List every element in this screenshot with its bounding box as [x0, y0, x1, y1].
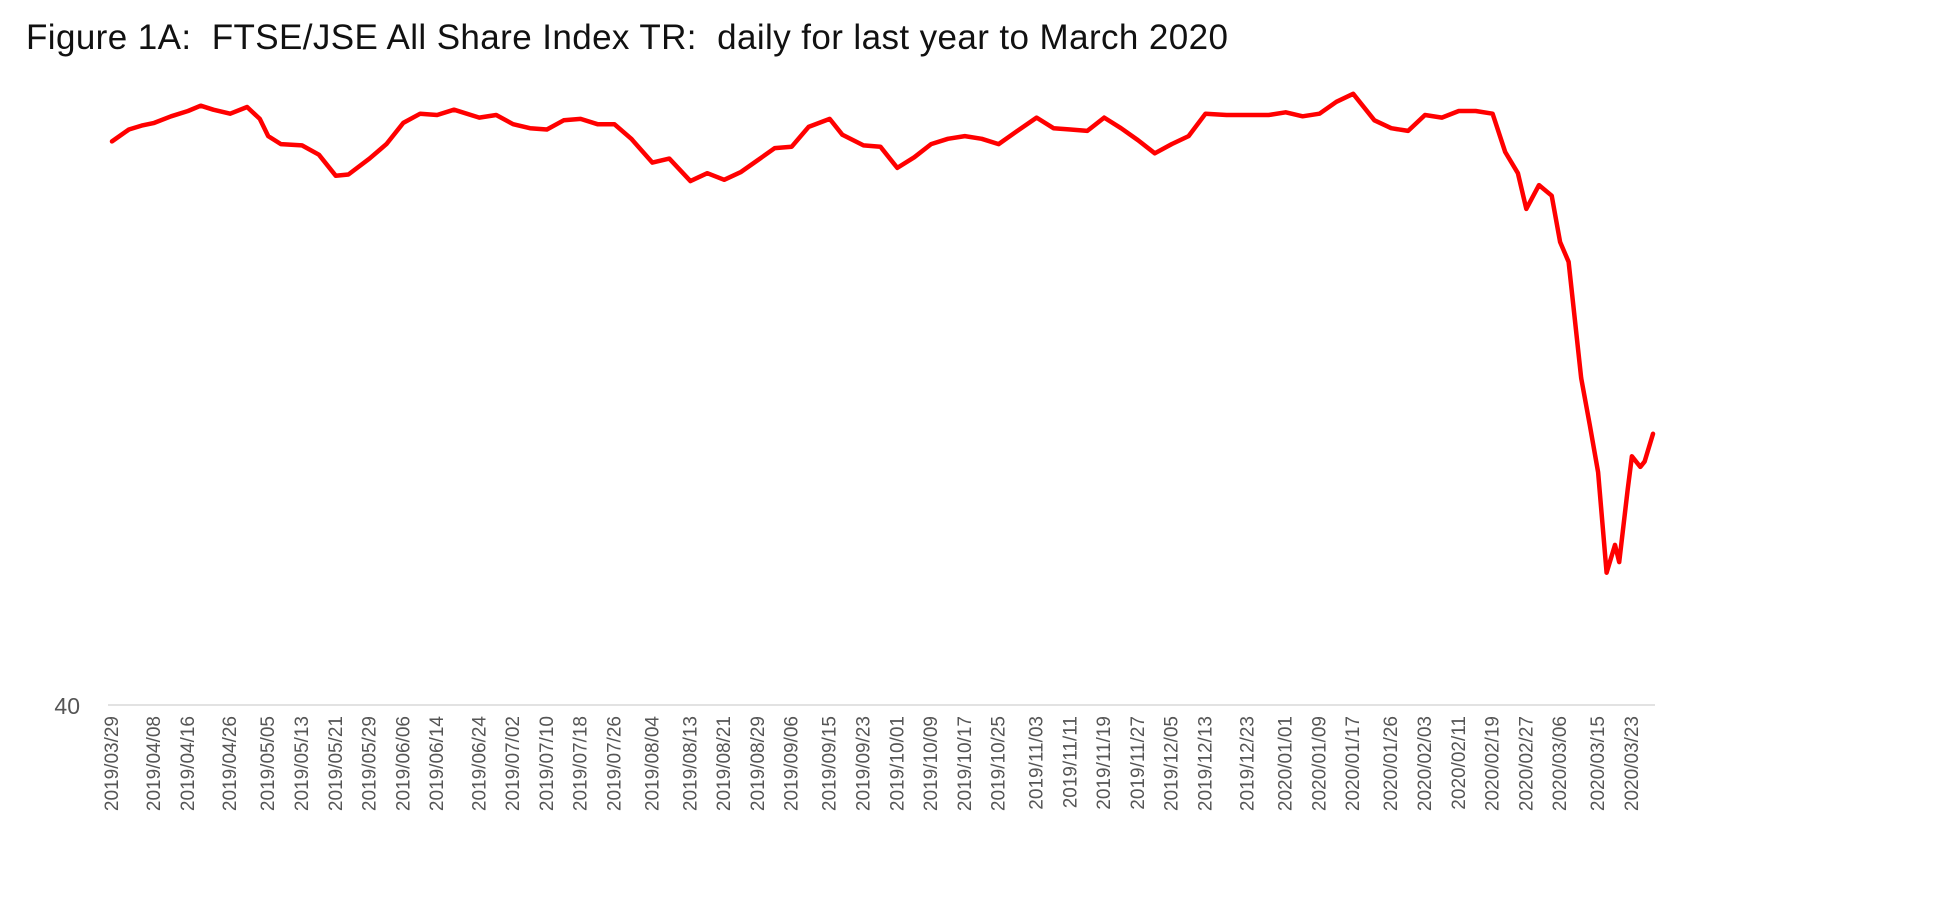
x-tick-label: 2019/05/29 — [360, 716, 381, 811]
x-tick-label: 2019/11/03 — [1027, 716, 1048, 810]
x-tick-label: 2019/10/01 — [887, 716, 908, 811]
x-tick-label: 2019/04/16 — [178, 716, 199, 811]
series-line — [109, 91, 1656, 575]
x-tick-label: 2019/10/17 — [955, 716, 976, 811]
x-tick-label: 2020/03/23 — [1622, 716, 1643, 811]
x-tick-label: 2019/11/19 — [1094, 716, 1115, 810]
x-tick-label: 2019/10/09 — [921, 716, 942, 811]
x-tick-label: 2019/07/18 — [571, 716, 592, 811]
x-tick-label: 2019/04/26 — [220, 716, 241, 811]
x-tick-label: 2019/08/13 — [680, 716, 701, 811]
x-tick-label: 2020/01/17 — [1343, 716, 1364, 811]
x-tick-label: 2019/07/02 — [503, 716, 524, 811]
x-tick-label: 2019/06/14 — [427, 716, 448, 812]
x-tick-label: 2019/05/05 — [258, 716, 279, 811]
x-tick-label: 2019/08/29 — [748, 716, 769, 811]
x-tick-label: 2020/02/11 — [1449, 716, 1470, 810]
x-tick-label: 2019/12/05 — [1162, 716, 1183, 811]
x-tick-label: 2020/01/26 — [1381, 716, 1402, 811]
x-tick-label: 2019/05/13 — [292, 716, 313, 811]
x-tick-label: 2020/02/03 — [1415, 716, 1436, 811]
x-tick-label: 2019/11/11 — [1060, 716, 1081, 808]
x-tick-label: 2019/10/25 — [989, 716, 1010, 811]
plot-area — [109, 91, 1656, 575]
x-tick-label: 2019/12/23 — [1238, 716, 1259, 811]
x-tick-labels: 2019/03/29 2019/04/08 2019/04/16 2019/04/26… — [102, 716, 1643, 812]
x-tick-label: 2020/03/06 — [1550, 716, 1571, 811]
x-tick-label: 2019/11/27 — [1128, 716, 1149, 810]
x-tick-label: 2019/09/15 — [820, 716, 841, 811]
x-tick-label: 2019/08/21 — [714, 716, 735, 811]
chart-title: Figure 1A: FTSE/JSE All Share Index TR: … — [26, 18, 1229, 57]
x-tick-label: 2020/01/09 — [1310, 716, 1331, 811]
x-tick-label: 2019/09/23 — [854, 716, 875, 811]
x-tick-label: 2020/02/27 — [1516, 716, 1537, 811]
x-tick-label: 2019/08/04 — [642, 716, 663, 812]
x-tick-label: 2019/05/21 — [326, 716, 347, 811]
x-tick-label: 2019/03/29 — [102, 716, 123, 811]
x-tick-label: 2020/01/01 — [1276, 716, 1297, 811]
x-tick-label: 2019/07/10 — [537, 716, 558, 811]
y-tick-label: 40 — [54, 693, 80, 719]
x-tick-label: 2019/07/26 — [604, 716, 625, 811]
x-tick-label: 2019/04/08 — [144, 716, 165, 811]
x-tick-label: 2019/09/06 — [782, 716, 803, 811]
x-tick-label: 2019/12/13 — [1196, 716, 1217, 811]
x-tick-label: 2019/06/24 — [469, 716, 490, 812]
x-tick-label: 2020/02/19 — [1483, 716, 1504, 811]
x-tick-label: 2019/06/06 — [393, 716, 414, 811]
x-tick-label: 2020/03/15 — [1588, 716, 1609, 811]
